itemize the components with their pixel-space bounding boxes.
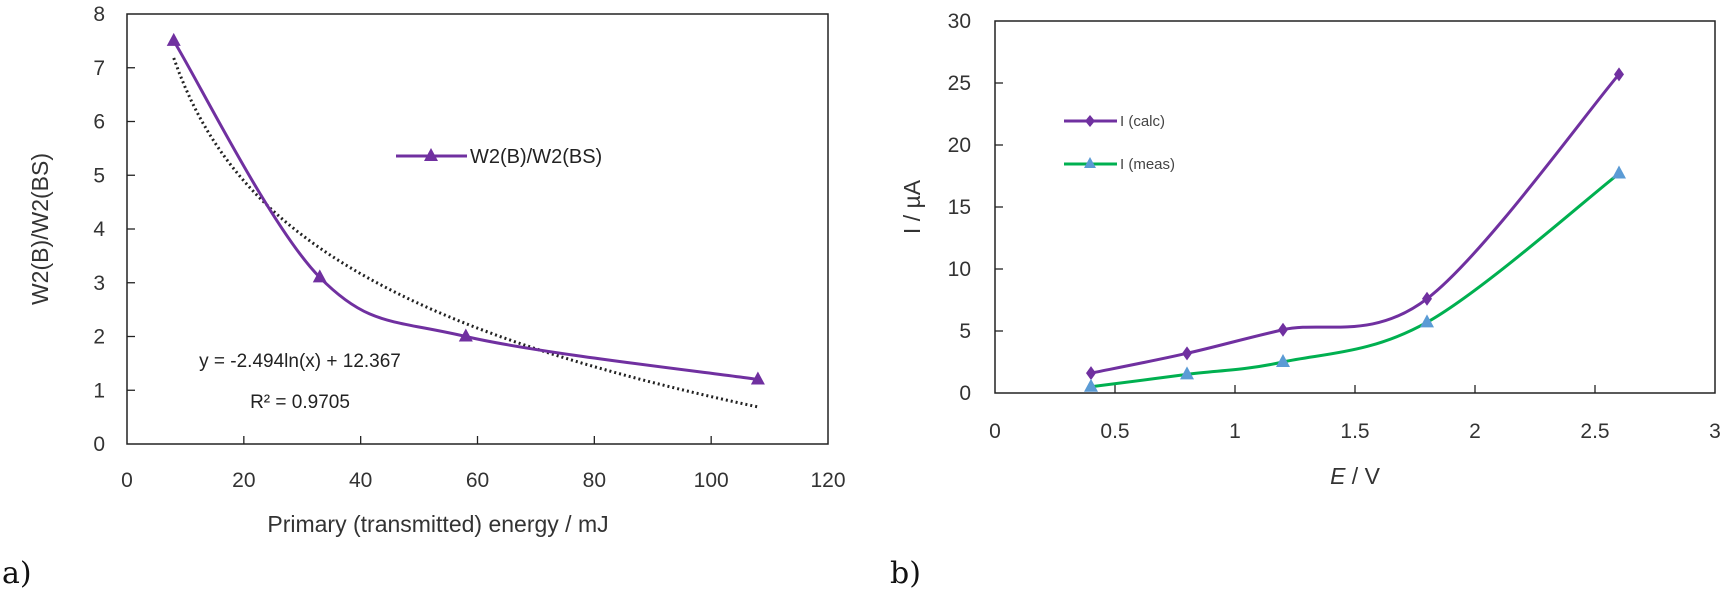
data-point xyxy=(1614,67,1624,82)
data-point xyxy=(1182,346,1192,361)
data-point xyxy=(166,32,181,46)
y-tick-label: 3 xyxy=(93,272,105,295)
y-tick-label: 4 xyxy=(93,218,105,241)
series-line-i-calc- xyxy=(1090,73,1621,375)
x-tick-label: 1 xyxy=(1229,420,1241,443)
legend-marker-triangle-meas xyxy=(1084,157,1096,168)
y-tick-label: 30 xyxy=(948,10,971,33)
data-point xyxy=(1086,366,1096,381)
y-axis-title-a: W2(B)/W2(BS) xyxy=(27,153,53,305)
legend-label-meas: I (meas) xyxy=(1120,156,1175,173)
data-point xyxy=(1422,291,1432,306)
legend-a: W2(B)/W2(BS) xyxy=(396,146,602,168)
panel-label-b: b) xyxy=(890,556,921,591)
x-tick-label: 0 xyxy=(121,469,133,492)
legend-b: I (calc) I (meas) xyxy=(1064,113,1175,173)
chart-a: 0 20 40 60 80 100 120 0 1 2 3 4 5 6 7 8 Primary (transm… xyxy=(2,3,846,591)
x-tick-label: 80 xyxy=(583,469,606,492)
y-tick-label: 0 xyxy=(93,433,105,456)
legend-label-calc: I (calc) xyxy=(1120,113,1165,130)
x-tick-label: 20 xyxy=(232,469,255,492)
y-tick-label: 8 xyxy=(93,3,105,26)
x-tick-label: 120 xyxy=(810,469,845,492)
data-point xyxy=(312,269,327,283)
x-tick-label: 3 xyxy=(1709,420,1721,443)
legend-marker-diamond xyxy=(1085,115,1095,127)
y-tick-label: 25 xyxy=(948,72,971,95)
y-tick-label: 7 xyxy=(93,57,105,80)
x-axis-title-a: Primary (transmitted) energy / mJ xyxy=(267,511,608,537)
data-point xyxy=(1180,366,1194,380)
data-point xyxy=(1084,378,1098,392)
y-tick-label: 2 xyxy=(93,326,105,349)
y-tick-label: 10 xyxy=(948,258,971,281)
panel-label-a: a) xyxy=(2,556,32,591)
series-line-w2-b-w2-bs- xyxy=(172,40,759,381)
x-tick-label: 2.5 xyxy=(1580,420,1609,443)
y-tick-label: 5 xyxy=(959,320,971,343)
legend-label-a: W2(B)/W2(BS) xyxy=(470,146,602,168)
data-point xyxy=(1278,322,1288,337)
x-tick-label: 100 xyxy=(694,469,729,492)
plot-area-b xyxy=(994,20,1716,394)
plot-area-a xyxy=(126,13,829,445)
x-tick-label: 0.5 xyxy=(1100,420,1129,443)
trendline-equation: y = -2.494ln(x) + 12.367 xyxy=(199,351,401,372)
data-point xyxy=(458,328,473,342)
trendline-r-squared: R² = 0.9705 xyxy=(250,392,350,413)
data-point xyxy=(750,371,765,385)
data-point xyxy=(1276,354,1290,367)
y-axis-title-b: I / µA xyxy=(899,179,925,234)
data-point xyxy=(1420,314,1434,328)
x-tick-label: 60 xyxy=(466,469,489,492)
y-tick-label: 15 xyxy=(948,196,971,219)
y-tick-label: 6 xyxy=(93,111,105,134)
x-tick-label: 1.5 xyxy=(1340,420,1369,443)
x-tick-label: 40 xyxy=(349,469,372,492)
series-line-i-meas- xyxy=(1090,172,1620,389)
x-tick-label: 2 xyxy=(1469,420,1481,443)
x-tick-label: 0 xyxy=(989,420,1001,443)
legend-marker-triangle xyxy=(424,148,438,161)
y-tick-label: 0 xyxy=(959,382,971,405)
data-point xyxy=(1612,165,1626,179)
y-tick-label: 1 xyxy=(93,379,105,402)
y-tick-label: 5 xyxy=(93,164,105,187)
y-tick-label: 20 xyxy=(948,134,971,157)
x-axis-title-b: E / V xyxy=(1330,463,1381,489)
